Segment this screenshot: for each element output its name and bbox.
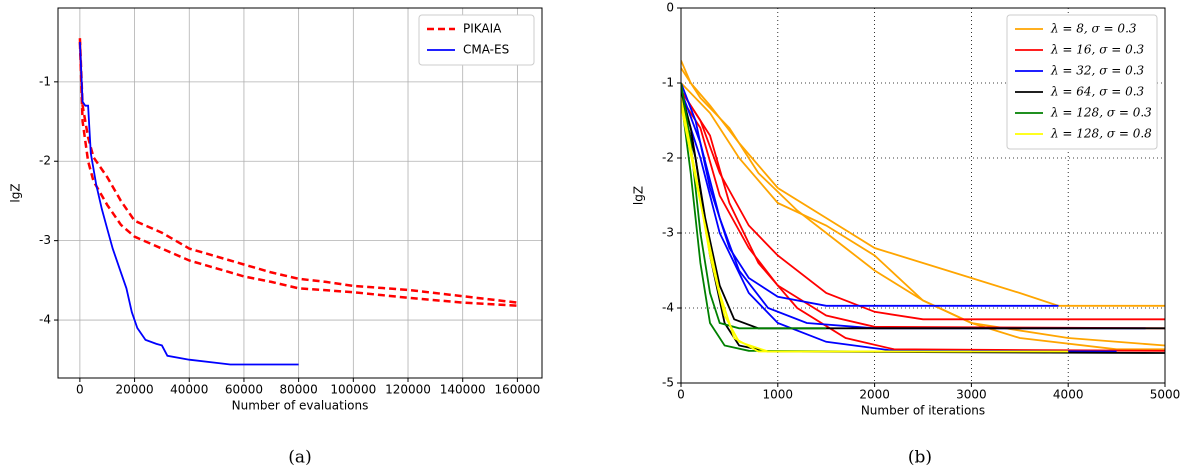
legend-label: λ = 128, σ = 0.8 bbox=[1050, 127, 1152, 141]
x-tick-label: 60000 bbox=[225, 383, 263, 397]
x-tick-label: 0 bbox=[677, 388, 685, 402]
x-tick-label: 3000 bbox=[956, 388, 987, 402]
data-line bbox=[681, 97, 875, 353]
y-tick-label: -4 bbox=[662, 301, 674, 315]
x-tick-label: 1000 bbox=[763, 388, 794, 402]
plot-frame bbox=[57, 7, 543, 379]
x-tick-label: 160000 bbox=[494, 383, 540, 397]
data-line bbox=[681, 82, 1165, 351]
y-tick-label: -1 bbox=[662, 76, 674, 90]
caption: (a) bbox=[288, 448, 311, 468]
plot-frame bbox=[680, 7, 1166, 384]
caption: (b) bbox=[908, 448, 932, 468]
x-axis-label: Number of evaluations bbox=[232, 399, 369, 413]
y-tick-label: 0 bbox=[666, 1, 674, 15]
y-tick-label: -5 bbox=[662, 376, 674, 390]
x-tick-label: 100000 bbox=[330, 383, 376, 397]
data-line bbox=[681, 90, 1165, 352]
y-axis-label: lgZ bbox=[632, 186, 646, 205]
x-tick-label: 140000 bbox=[440, 383, 486, 397]
data-line bbox=[681, 90, 1165, 321]
x-axis-label: Number of iterations bbox=[861, 404, 985, 418]
x-tick-label: 4000 bbox=[1053, 388, 1084, 402]
data-line bbox=[681, 60, 1165, 307]
x-tick-label: 80000 bbox=[280, 383, 318, 397]
y-tick-label: -1 bbox=[39, 74, 51, 88]
data-line bbox=[681, 82, 827, 330]
data-line bbox=[78, 38, 518, 304]
legend-label: CMA-ES bbox=[463, 43, 509, 57]
data-line bbox=[681, 105, 972, 353]
data-line bbox=[681, 97, 1117, 353]
legend-label: λ = 64, σ = 0.3 bbox=[1050, 85, 1145, 99]
legend-label: λ = 128, σ = 0.3 bbox=[1050, 106, 1152, 120]
data-line bbox=[681, 97, 1165, 330]
data-line bbox=[79, 42, 299, 366]
y-axis-label: lgZ bbox=[9, 183, 23, 202]
data-line bbox=[681, 82, 1059, 307]
y-tick-label: -2 bbox=[39, 154, 51, 168]
x-tick-label: 120000 bbox=[385, 383, 431, 397]
x-tick-label: 0 bbox=[76, 383, 84, 397]
legend-label: λ = 16, σ = 0.3 bbox=[1050, 43, 1145, 57]
legend-box bbox=[1006, 14, 1158, 150]
y-tick-label: -3 bbox=[662, 226, 674, 240]
x-tick-label: 2000 bbox=[859, 388, 890, 402]
x-tick-label: 20000 bbox=[115, 383, 153, 397]
y-tick-label: -4 bbox=[39, 313, 51, 327]
legend-label: λ = 32, σ = 0.3 bbox=[1050, 64, 1145, 78]
data-line bbox=[78, 42, 518, 307]
x-tick-label: 5000 bbox=[1150, 388, 1181, 402]
legend-label: PIKAIA bbox=[463, 22, 502, 36]
legend-box bbox=[418, 14, 535, 66]
y-tick-label: -2 bbox=[662, 151, 674, 165]
legend-label: λ = 8, σ = 0.3 bbox=[1050, 22, 1137, 36]
x-tick-label: 40000 bbox=[170, 383, 208, 397]
y-tick-label: -3 bbox=[39, 233, 51, 247]
